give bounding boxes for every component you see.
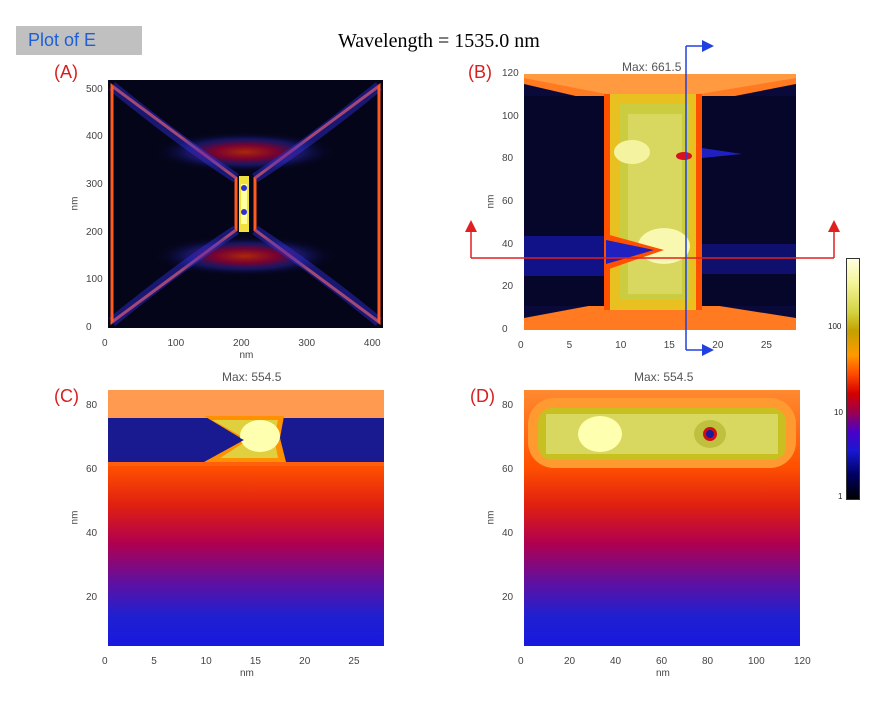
y-tick-label: 60 xyxy=(86,464,98,475)
main-title: Wavelength = 1535.0 nm xyxy=(338,30,540,52)
y-tick-label: 0 xyxy=(502,324,508,335)
plot-title-d: Max: 554.5 xyxy=(634,370,694,384)
y-axis-label: nm xyxy=(485,194,497,209)
plot-title-c: Max: 554.5 xyxy=(222,370,282,384)
x-tick-label: 0 xyxy=(518,656,524,667)
y-tick-label: 80 xyxy=(502,400,514,411)
x-tick-label: 5 xyxy=(151,656,157,667)
x-tick-label: 0 xyxy=(102,656,108,667)
x-axis-label: nm xyxy=(656,668,670,679)
x-tick-label: 120 xyxy=(794,656,811,667)
heatmap-a xyxy=(108,80,383,328)
colorbar-tick-100: 100 xyxy=(828,322,842,331)
heatmap-c-field xyxy=(108,390,384,646)
y-tick-label: 0 xyxy=(86,322,92,333)
x-tick-label: 20 xyxy=(712,340,724,351)
x-tick-label: 10 xyxy=(615,340,627,351)
y-tick-label: 20 xyxy=(502,281,514,293)
y-tick-label: 120 xyxy=(502,68,519,79)
panel-letter-a: (A) xyxy=(54,62,78,82)
x-tick-label: 60 xyxy=(656,656,668,667)
y-tick-label: 300 xyxy=(86,178,103,190)
x-axis-label: nm xyxy=(239,350,254,361)
y-tick-label: 20 xyxy=(86,592,98,603)
y-tick-label: 200 xyxy=(86,226,103,238)
panel-letter-b: (B) xyxy=(468,62,492,82)
y-tick-label: 100 xyxy=(86,274,103,286)
colorbar-tick-10: 10 xyxy=(834,408,843,417)
panel-letter-c: (C) xyxy=(54,386,79,406)
heatmap-b xyxy=(524,74,796,330)
x-tick-label: 100 xyxy=(167,338,185,349)
x-tick-label: 10 xyxy=(200,656,212,667)
y-tick-label: 80 xyxy=(502,153,514,165)
plot-label: Plot of E xyxy=(16,26,142,55)
x-tick-label: 40 xyxy=(610,656,622,667)
heatmap-b-field xyxy=(524,74,796,330)
colorbar xyxy=(846,258,860,500)
x-tick-label: 25 xyxy=(348,656,360,667)
plot-title-b: Max: 661.5 xyxy=(622,60,682,74)
x-tick-label: 100 xyxy=(748,656,765,667)
heatmap-c xyxy=(108,390,384,646)
panel-letter-d: (D) xyxy=(470,386,495,406)
heatmap-d xyxy=(524,390,800,646)
y-tick-label: 60 xyxy=(502,464,514,475)
y-tick-label: 60 xyxy=(502,196,514,207)
colorbar-tick-1: 1 xyxy=(838,492,843,501)
y-tick-label: 20 xyxy=(502,592,514,603)
y-axis-label: nm xyxy=(485,510,497,525)
y-tick-label: 80 xyxy=(86,400,98,411)
heatmap-d-field xyxy=(524,390,800,646)
heatmap-a-field xyxy=(108,82,383,326)
x-tick-label: 0 xyxy=(102,338,108,349)
x-tick-label: 5 xyxy=(566,340,573,351)
y-axis-label: nm xyxy=(69,196,81,211)
x-tick-label: 0 xyxy=(518,340,524,351)
x-tick-label: 25 xyxy=(760,340,772,351)
y-tick-label: 40 xyxy=(502,238,514,250)
x-tick-label: 20 xyxy=(299,656,311,667)
y-tick-label: 100 xyxy=(502,110,519,122)
x-tick-label: 200 xyxy=(232,338,250,349)
y-tick-label: 40 xyxy=(502,528,514,539)
x-tick-label: 300 xyxy=(298,338,316,349)
y-tick-label: 400 xyxy=(86,131,103,143)
x-tick-label: 400 xyxy=(363,338,381,349)
x-tick-label: 15 xyxy=(249,656,261,667)
y-tick-label: 500 xyxy=(86,83,103,95)
y-axis-label: nm xyxy=(69,510,81,525)
x-tick-label: 20 xyxy=(564,656,576,667)
x-tick-label: 15 xyxy=(663,340,675,351)
y-tick-label: 40 xyxy=(86,528,98,539)
x-tick-label: 80 xyxy=(702,656,714,667)
x-axis-label: nm xyxy=(240,668,254,679)
